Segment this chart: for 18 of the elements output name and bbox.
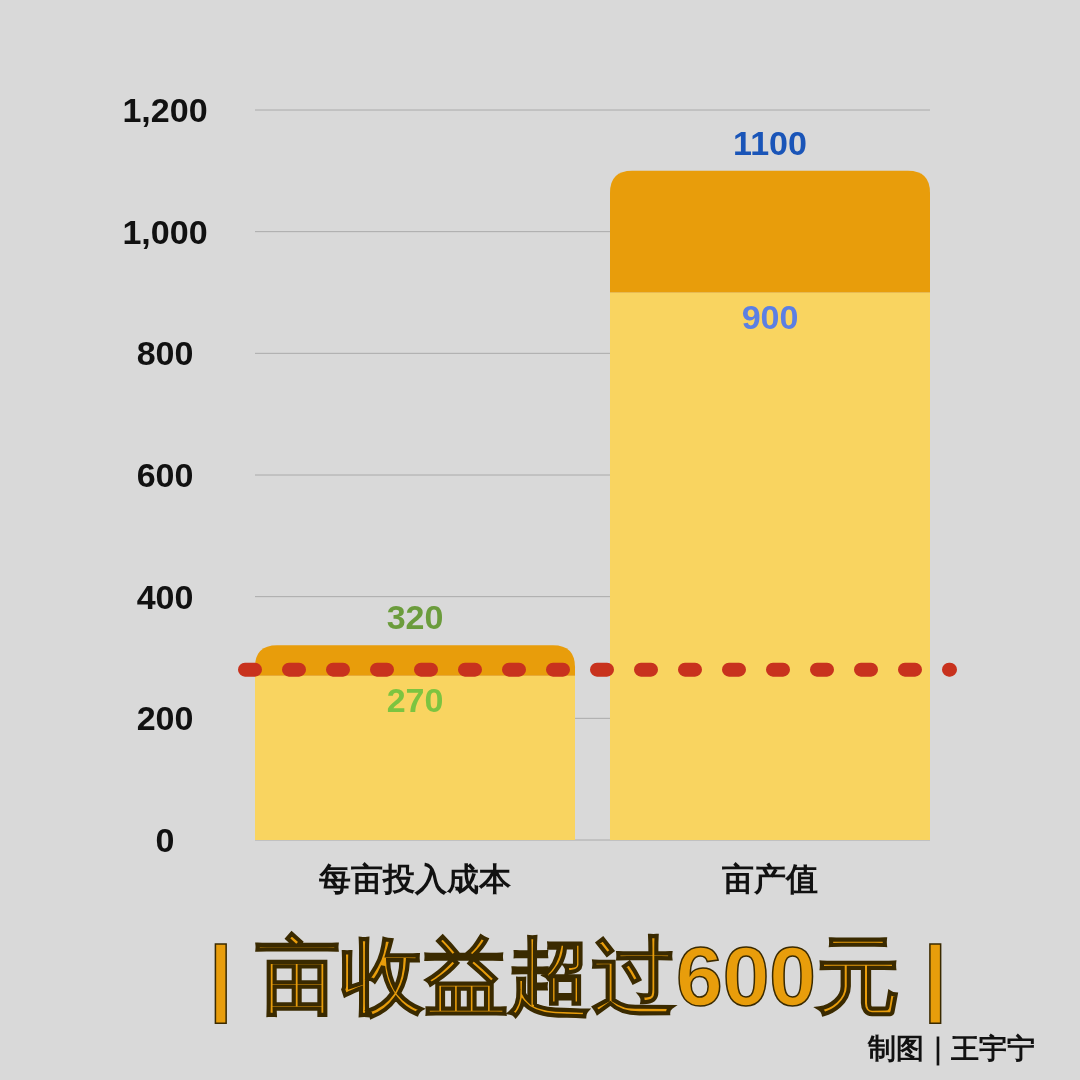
data-label: 270 <box>386 680 444 719</box>
total-label: 320 <box>386 598 444 637</box>
bar <box>610 170 930 293</box>
text: 制图｜王宇宁 <box>867 1032 1035 1066</box>
y-tick-label: 1,000 <box>122 212 208 251</box>
y-tick-label: 200 <box>136 699 194 738</box>
bar <box>610 292 930 840</box>
x-tick-label: 每亩投入成本 <box>318 861 512 897</box>
y-tick-label: 400 <box>136 577 194 616</box>
bar <box>255 675 575 840</box>
y-tick-label: 0 <box>155 821 175 859</box>
data-label: 900 <box>741 297 799 336</box>
y-tick-label: 1,200 <box>122 91 208 129</box>
y-tick-label: 600 <box>136 456 194 494</box>
x-tick-label: 亩产值 <box>721 861 818 897</box>
y-tick-label: 800 <box>136 334 194 373</box>
total-label: 1100 <box>733 123 807 162</box>
text: | 亩收益超过600元 | <box>209 929 947 1024</box>
